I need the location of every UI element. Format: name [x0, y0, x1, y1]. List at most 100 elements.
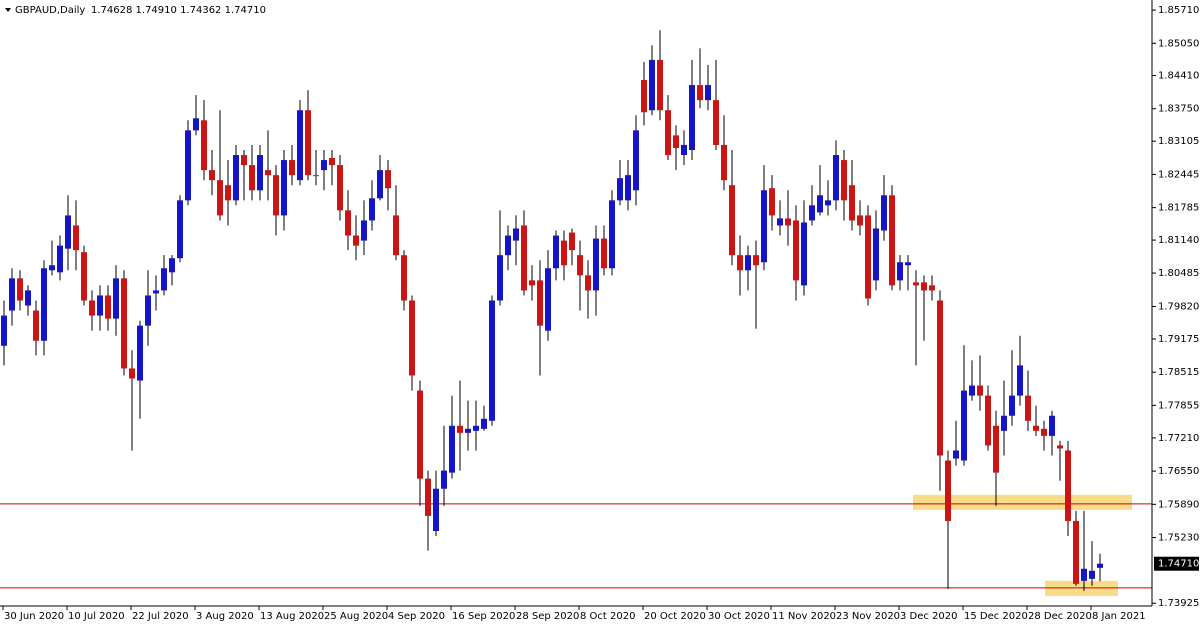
candle-body: [569, 232, 575, 251]
y-tick-label: 1.83750: [1158, 104, 1199, 115]
candle-body: [977, 385, 983, 396]
candle-body: [513, 228, 519, 241]
candle-body: [489, 300, 495, 421]
candle-body: [441, 470, 447, 489]
candle-body: [393, 215, 399, 256]
y-tick-label: 1.81140: [1158, 235, 1199, 246]
candle-body: [889, 195, 895, 286]
axes: 1.85710 1.85050 1.84410 1.83750 1.83105 1.824…: [0, 5, 1199, 622]
candle-body: [121, 278, 127, 369]
y-tick-label: 1.75890: [1158, 499, 1199, 510]
x-tick-label: 4 Sep 2020: [388, 611, 445, 622]
candle-body: [409, 300, 415, 376]
candle-body: [129, 368, 135, 379]
candle-body: [561, 240, 567, 266]
candle-body: [809, 205, 815, 221]
candle-body: [905, 262, 911, 266]
y-tick-label: 1.80485: [1158, 268, 1199, 279]
candle-body: [65, 215, 71, 249]
candle-body: [681, 144, 687, 156]
candle-body: [993, 425, 999, 473]
candle-body: [497, 255, 503, 301]
y-tick-label: 1.85050: [1158, 38, 1199, 49]
candle-body: [1089, 570, 1095, 579]
candle-body: [945, 460, 951, 521]
candles: [1, 30, 1103, 591]
candle-body: [17, 278, 23, 301]
support-zone: [913, 494, 1132, 510]
candle-body: [81, 252, 87, 301]
candle-body: [697, 85, 703, 101]
x-tick-label: 3 Dec 2020: [900, 611, 958, 622]
candle-body: [257, 155, 263, 191]
candle-body: [881, 195, 887, 231]
candle-body: [545, 268, 551, 331]
candle-body: [1, 315, 7, 346]
chart-title: GBPAUD,Daily: [15, 5, 85, 16]
candle-body: [25, 290, 31, 306]
candle-body: [1097, 563, 1103, 568]
candle-body: [665, 110, 671, 156]
candle-body: [481, 418, 487, 429]
candle-body: [345, 210, 351, 236]
candle-body: [553, 235, 559, 269]
candle-body: [737, 255, 743, 271]
candle-body: [145, 295, 151, 326]
candle-body: [713, 100, 719, 145]
candle-body: [953, 450, 959, 459]
candle-body: [57, 245, 63, 273]
candle-body: [761, 190, 767, 263]
candle-body: [625, 175, 631, 201]
chart-header: 1.74628 1.74910 1.74362 1.74710: [91, 5, 266, 16]
candle-body: [849, 185, 855, 221]
candle-body: [1057, 445, 1063, 449]
candle-body: [705, 85, 711, 101]
candle-body: [217, 180, 223, 216]
candle-body: [241, 155, 247, 166]
x-tick-label: 8 Jan 2021: [1092, 611, 1146, 622]
candle-body: [457, 425, 463, 433]
candle-body: [537, 280, 543, 326]
candle-body: [873, 228, 879, 281]
candle-body: [793, 220, 799, 281]
candle-body: [865, 215, 871, 299]
x-tick-label: 23 Nov 2020: [836, 611, 900, 622]
candle-body: [1081, 568, 1087, 581]
candle-body: [73, 225, 79, 251]
candle-body: [281, 160, 287, 216]
candle-body: [361, 220, 367, 241]
candle-body: [9, 278, 15, 311]
candle-body: [921, 282, 927, 291]
candle-body: [305, 110, 311, 176]
candle-body: [249, 165, 255, 191]
candle-body: [633, 130, 639, 191]
candle-body: [185, 130, 191, 201]
candle-body: [817, 195, 823, 213]
candle-body: [425, 478, 431, 516]
candle-body: [201, 120, 207, 171]
y-tick-label: 1.79820: [1158, 302, 1199, 313]
candle-body: [265, 170, 271, 176]
y-tick-label: 1.84410: [1158, 70, 1199, 81]
x-tick-label: 28 Dec 2020: [1028, 611, 1092, 622]
candle-body: [577, 255, 583, 276]
candle-body: [913, 282, 919, 286]
candle-body: [729, 185, 735, 256]
candle-body: [721, 144, 727, 181]
candle-body: [209, 170, 215, 181]
x-tick-label: 11 Nov 2020: [772, 611, 836, 622]
candle-body: [825, 200, 831, 206]
candle-body: [193, 118, 199, 131]
candle-body: [937, 300, 943, 456]
candle-body: [521, 225, 527, 291]
x-tick-label: 20 Oct 2020: [644, 611, 706, 622]
candle-body: [225, 185, 231, 201]
x-tick-label: 25 Aug 2020: [324, 611, 388, 622]
candle-body: [377, 170, 383, 199]
candle-body: [657, 59, 663, 111]
candle-body: [89, 300, 95, 316]
candle-body: [177, 200, 183, 259]
candle-body: [1017, 365, 1023, 396]
